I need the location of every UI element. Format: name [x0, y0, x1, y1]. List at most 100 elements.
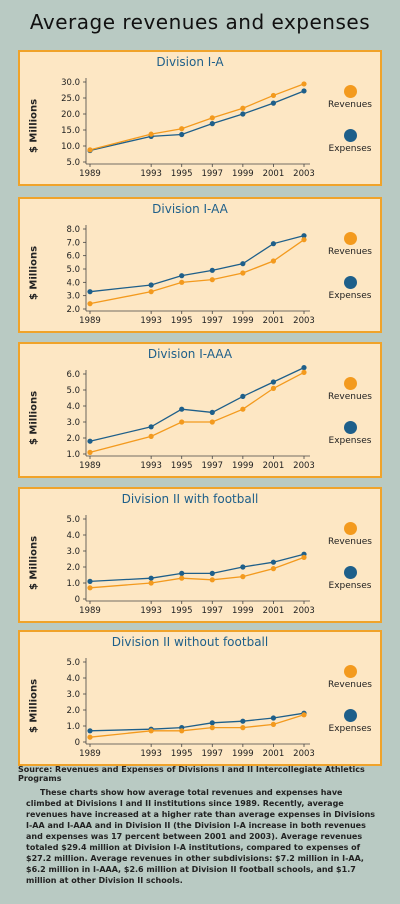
- revenues-line: [89, 371, 305, 454]
- chart-panel-division-ii-without-football: Division II without football $ Millions …: [18, 630, 382, 766]
- revenues-point: [240, 406, 246, 412]
- legend-expenses: Expenses: [320, 421, 380, 446]
- x-tick-label: 1999: [232, 461, 254, 471]
- revenues-point: [270, 385, 277, 391]
- x-tick-label: 1999: [232, 606, 254, 616]
- expenses-point: [209, 409, 215, 415]
- y-tick-label: 20.0: [61, 110, 80, 120]
- x-tick-label: 1999: [232, 749, 254, 759]
- expenses-point: [87, 578, 93, 584]
- y-tick-label: 6.0: [66, 252, 80, 262]
- expenses-dot-icon: [343, 421, 357, 434]
- revenues-point: [209, 577, 215, 583]
- legend-revenues: Revenues: [320, 377, 380, 402]
- x-tick-label: 1989: [79, 461, 101, 471]
- expenses-point: [270, 715, 277, 721]
- expenses-point: [270, 100, 277, 106]
- revenues-point: [270, 258, 277, 264]
- x-tick-label: 1995: [171, 461, 193, 471]
- x-tick-label: 1993: [140, 169, 162, 179]
- y-tick-label: 5.0: [66, 265, 80, 275]
- x-tick-label: 1999: [232, 169, 254, 179]
- revenues-point: [87, 147, 93, 153]
- expenses-point: [240, 564, 246, 570]
- line-chart-division-i-a: 5.0 10.0 15.0 20.0 25.0 30.0 1989 1993 1995 1997 1…: [61, 78, 315, 179]
- y-tick-label: 2.0: [66, 706, 80, 716]
- y-tick-label: 10.0: [61, 142, 80, 152]
- expenses-point: [148, 282, 154, 288]
- line-chart-division-i-aa: 2.0 3.0 4.0 5.0 6.0 7.0 8.0 1989 1993 1995 1997 199…: [66, 225, 315, 326]
- expenses-dot-icon: [343, 276, 357, 289]
- x-tick-label: 1999: [232, 316, 254, 326]
- y-tick-label: 1.0: [66, 579, 80, 589]
- x-tick-label: 1997: [201, 461, 223, 471]
- revenues-point: [301, 712, 307, 718]
- revenues-point: [209, 419, 215, 425]
- y-tick-label: 5.0: [66, 158, 80, 168]
- expenses-point: [240, 718, 246, 724]
- revenues-point: [179, 575, 185, 581]
- revenues-point: [87, 734, 93, 740]
- x-tick-label: 1989: [79, 749, 101, 759]
- x-tick-label: 2003: [293, 749, 315, 759]
- y-tick-label: 2.0: [66, 563, 80, 573]
- revenues-dot-icon: [343, 85, 357, 98]
- x-tick-label: 1997: [201, 316, 223, 326]
- expenses-line: [89, 712, 305, 732]
- expenses-line: [89, 367, 305, 442]
- x-tick-label: 1997: [201, 749, 223, 759]
- revenues-dot-icon: [343, 665, 357, 678]
- x-tick-label: 1997: [201, 169, 223, 179]
- line-chart-division-ii-without-football: 0 1.0 2.0 3.0 4.0 5.0 1989 1993 1995 1997 1999 2001…: [66, 658, 315, 759]
- revenues-point: [87, 301, 93, 307]
- x-tick-label: 2003: [293, 461, 315, 471]
- revenues-point: [240, 725, 246, 731]
- chart-title: Division I-AA: [152, 202, 228, 216]
- y-tick-label: 4.0: [66, 674, 80, 684]
- y-tick-label: 1.0: [66, 722, 80, 732]
- revenues-point: [148, 289, 154, 295]
- revenues-point: [148, 131, 154, 137]
- legend-expenses: Expenses: [320, 276, 380, 301]
- expenses-point: [179, 273, 185, 279]
- revenues-point: [270, 721, 277, 727]
- caption-paragraph: These charts show how average total reve…: [26, 788, 376, 885]
- x-tick-label: 1993: [140, 606, 162, 616]
- x-tick-label: 1995: [171, 169, 193, 179]
- revenues-point: [148, 433, 154, 439]
- expenses-point: [179, 406, 185, 412]
- revenues-point: [209, 725, 215, 731]
- expenses-point: [301, 88, 307, 94]
- chart-title: Division I-A: [156, 55, 224, 69]
- y-tick-label: 1.0: [66, 450, 80, 460]
- expenses-point: [270, 379, 277, 385]
- line-chart-division-ii-with-football: 0 1.0 2.0 3.0 4.0 5.0 1989 1993 1995 1997 1999 2001…: [66, 515, 315, 616]
- legend-revenues: Revenues: [320, 522, 380, 547]
- revenues-point: [301, 81, 307, 87]
- expenses-point: [270, 559, 277, 565]
- chart-panel-division-i-aaa: Division I-AAA $ Millions 1.0 2.0 3.0 4.0 5.…: [18, 342, 382, 478]
- x-tick-label: 1993: [140, 316, 162, 326]
- x-tick-label: 1989: [79, 316, 101, 326]
- y-tick-label: 5.0: [66, 386, 80, 396]
- legend-revenues: Revenues: [320, 232, 380, 257]
- y-tick-label: 7.0: [66, 238, 80, 248]
- revenues-point: [209, 115, 215, 121]
- legend-expenses: Expenses: [320, 709, 380, 734]
- y-tick-label: 0: [75, 595, 80, 605]
- expenses-point: [87, 438, 93, 444]
- revenues-point: [240, 105, 246, 111]
- revenues-point: [301, 554, 307, 560]
- revenues-point: [301, 369, 307, 375]
- revenues-point: [179, 279, 185, 285]
- chart-title: Division II without football: [111, 635, 269, 649]
- x-tick-label: 1993: [140, 749, 162, 759]
- expenses-point: [179, 131, 185, 138]
- y-tick-label: 3.0: [66, 292, 80, 302]
- x-tick-label: 2001: [263, 749, 285, 759]
- expenses-point: [301, 233, 307, 239]
- y-tick-label: 8.0: [66, 225, 80, 235]
- y-tick-label: 4.0: [66, 278, 80, 288]
- x-tick-label: 1995: [171, 749, 193, 759]
- y-tick-label: 4.0: [66, 531, 80, 541]
